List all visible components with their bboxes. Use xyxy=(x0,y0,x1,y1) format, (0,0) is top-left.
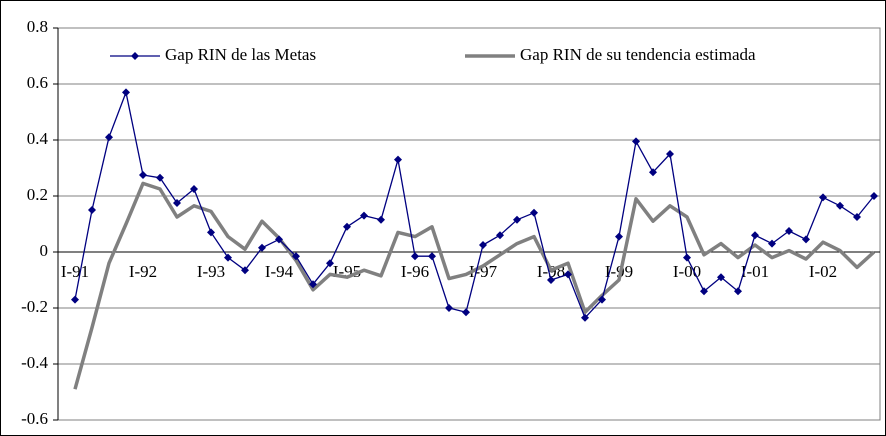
marker xyxy=(666,150,674,158)
marker xyxy=(275,235,283,244)
marker xyxy=(88,206,96,214)
marker xyxy=(785,227,793,235)
y-tick-label: -0.6 xyxy=(21,409,48,428)
y-tick-label: -0.2 xyxy=(21,297,48,316)
marker xyxy=(734,287,742,296)
marker xyxy=(530,208,538,217)
marker xyxy=(479,241,487,249)
y-tick-label: 0.2 xyxy=(27,185,48,204)
x-tick-label: I-91 xyxy=(61,262,89,281)
marker xyxy=(207,228,215,237)
x-tick-label: I-02 xyxy=(809,262,837,281)
marker xyxy=(224,253,232,262)
marker xyxy=(462,308,470,317)
y-tick-label: 0.6 xyxy=(27,73,48,92)
marker xyxy=(836,201,844,210)
marker xyxy=(598,295,606,304)
marker xyxy=(377,215,385,224)
plot-area xyxy=(57,27,881,421)
marker xyxy=(683,253,691,262)
marker xyxy=(139,171,147,179)
marker xyxy=(717,273,725,282)
marker xyxy=(649,168,657,177)
marker xyxy=(411,252,419,261)
legend-label: Gap RIN de su tendencia estimada xyxy=(520,45,756,64)
marker xyxy=(870,192,878,200)
marker xyxy=(700,287,708,296)
marker xyxy=(564,270,572,279)
marker xyxy=(309,280,317,289)
marker xyxy=(173,199,181,207)
series-line xyxy=(74,91,875,319)
marker xyxy=(292,252,300,261)
marker xyxy=(105,133,113,142)
marker xyxy=(632,137,640,146)
marker xyxy=(241,266,249,275)
marker xyxy=(360,211,368,220)
marker xyxy=(615,232,623,241)
marker xyxy=(156,173,164,182)
y-tick-label: 0 xyxy=(40,241,49,260)
marker xyxy=(258,243,266,252)
marker xyxy=(71,295,79,304)
x-tick-label: I-96 xyxy=(401,262,429,281)
x-tick-label: I-00 xyxy=(673,262,701,281)
marker xyxy=(428,252,436,261)
x-tick-label: I-94 xyxy=(265,262,294,281)
x-tick-label: I-01 xyxy=(741,262,769,281)
marker xyxy=(326,259,334,268)
marker xyxy=(581,313,589,322)
x-tick-label: I-92 xyxy=(129,262,157,281)
y-tick-label: 0.8 xyxy=(27,17,48,36)
series-line xyxy=(73,181,876,390)
marker xyxy=(751,231,759,240)
x-tick-label: I-99 xyxy=(605,262,633,281)
marker xyxy=(768,239,776,248)
y-tick-label: 0.4 xyxy=(27,129,49,148)
marker xyxy=(122,88,130,97)
x-tick-label: I-97 xyxy=(469,262,498,281)
marker xyxy=(547,276,555,284)
legend-label: Gap RIN de las Metas xyxy=(165,45,316,64)
marker xyxy=(445,304,453,312)
marker xyxy=(190,185,198,193)
x-tick-label: I-93 xyxy=(197,262,225,281)
marker xyxy=(513,215,521,224)
marker xyxy=(394,155,402,164)
marker xyxy=(496,231,504,240)
legend-marker xyxy=(131,52,139,60)
marker xyxy=(343,222,351,231)
marker xyxy=(853,213,861,221)
y-tick-label: -0.4 xyxy=(21,353,48,372)
marker xyxy=(802,235,810,244)
marker xyxy=(819,193,827,202)
